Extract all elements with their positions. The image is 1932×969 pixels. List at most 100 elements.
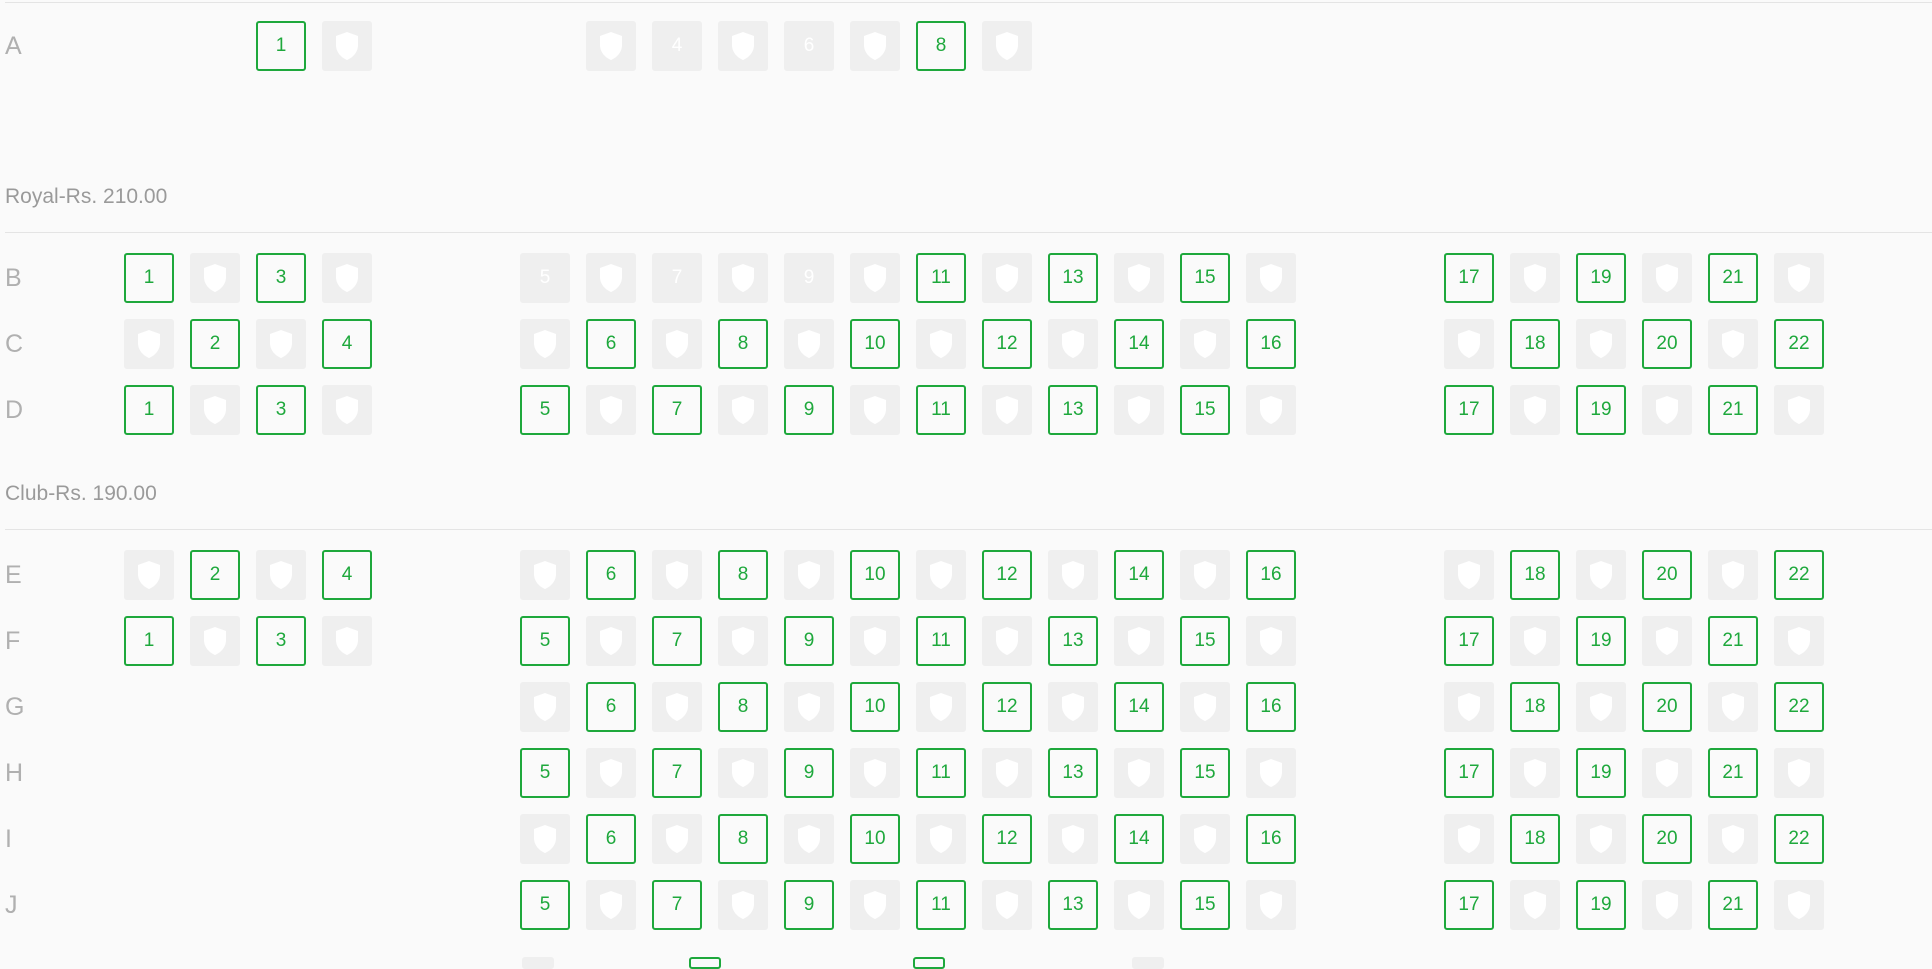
seat-available[interactable]: 21 <box>1708 616 1758 666</box>
seat-available[interactable]: 5 <box>520 616 570 666</box>
seat-available[interactable]: 16 <box>1246 682 1296 732</box>
seat-available[interactable]: 8 <box>718 319 768 369</box>
seat-available[interactable]: 16 <box>1246 814 1296 864</box>
seat-available[interactable]: 6 <box>586 814 636 864</box>
seat-available[interactable]: 18 <box>1510 319 1560 369</box>
seat-available[interactable]: 22 <box>1774 319 1824 369</box>
seat-available[interactable]: 13 <box>1048 748 1098 798</box>
seat-available[interactable]: 3 <box>256 385 306 435</box>
seat-available[interactable]: 14 <box>1114 814 1164 864</box>
seat-available[interactable]: 13 <box>1048 253 1098 303</box>
seat-available[interactable]: 10 <box>850 814 900 864</box>
seat-available[interactable]: 20 <box>1642 814 1692 864</box>
seat-available[interactable]: 10 <box>850 319 900 369</box>
seat-available[interactable]: 12 <box>982 550 1032 600</box>
seat-available[interactable]: 16 <box>1246 550 1296 600</box>
seat-available[interactable]: 11 <box>916 253 966 303</box>
seat-available[interactable]: 11 <box>916 748 966 798</box>
seat-blocked <box>1510 385 1560 435</box>
seat-available[interactable]: 21 <box>1708 253 1758 303</box>
seat-available[interactable]: 20 <box>1642 319 1692 369</box>
shield-icon <box>334 395 360 425</box>
shield-icon <box>862 758 888 788</box>
seat-available[interactable]: 9 <box>784 880 834 930</box>
seat-available[interactable]: 12 <box>982 814 1032 864</box>
seat-available[interactable]: 9 <box>784 748 834 798</box>
seat-available[interactable]: 7 <box>652 880 702 930</box>
seat-available[interactable]: 7 <box>652 385 702 435</box>
seat-available[interactable]: 15 <box>1180 385 1230 435</box>
seat-available[interactable]: 5 <box>520 880 570 930</box>
seat-available[interactable]: 17 <box>1444 385 1494 435</box>
seat-available[interactable]: 8 <box>718 550 768 600</box>
seat-available[interactable]: 6 <box>586 550 636 600</box>
seat-available[interactable]: 22 <box>1774 682 1824 732</box>
shield-icon <box>1522 395 1548 425</box>
seat-available[interactable]: 19 <box>1576 385 1626 435</box>
seat-available[interactable]: 22 <box>1774 814 1824 864</box>
seat-available[interactable]: 17 <box>1444 880 1494 930</box>
seat-available[interactable]: 15 <box>1180 616 1230 666</box>
seat-available[interactable]: 1 <box>256 21 306 71</box>
seat-available[interactable]: 7 <box>652 748 702 798</box>
seat-available[interactable]: 6 <box>586 682 636 732</box>
seat-available[interactable]: 14 <box>1114 682 1164 732</box>
seat-available[interactable]: 13 <box>1048 880 1098 930</box>
seat-available[interactable]: 7 <box>652 616 702 666</box>
seat-blocked <box>1576 550 1626 600</box>
seat-blocked <box>520 682 570 732</box>
seat-available[interactable]: 8 <box>718 682 768 732</box>
seat-blocked <box>982 253 1032 303</box>
seat-available[interactable]: 2 <box>190 319 240 369</box>
seat-available[interactable]: 10 <box>850 550 900 600</box>
seat-blocked <box>916 319 966 369</box>
seat-available[interactable]: 20 <box>1642 550 1692 600</box>
seat-available[interactable]: 18 <box>1510 814 1560 864</box>
seat-available[interactable]: 3 <box>256 616 306 666</box>
seat-available[interactable]: 15 <box>1180 253 1230 303</box>
seat-available[interactable]: 17 <box>1444 748 1494 798</box>
seat-available[interactable]: 18 <box>1510 682 1560 732</box>
seat-available[interactable]: 9 <box>784 616 834 666</box>
seat-available[interactable]: 21 <box>1708 385 1758 435</box>
seat-available[interactable]: 12 <box>982 682 1032 732</box>
seat-available[interactable]: 21 <box>1708 880 1758 930</box>
seat-available[interactable]: 4 <box>322 319 372 369</box>
seat-available[interactable]: 18 <box>1510 550 1560 600</box>
seat-available[interactable]: 11 <box>916 880 966 930</box>
seat-available[interactable]: 8 <box>718 814 768 864</box>
seat-available[interactable]: 14 <box>1114 319 1164 369</box>
section-title: Club-Rs. 190.00 <box>5 482 157 505</box>
seat-available[interactable]: 4 <box>322 550 372 600</box>
seat-available[interactable]: 21 <box>1708 748 1758 798</box>
seat-available[interactable]: 11 <box>916 616 966 666</box>
seat-available[interactable]: 10 <box>850 682 900 732</box>
seat-available[interactable]: 19 <box>1576 748 1626 798</box>
seat-available[interactable]: 1 <box>124 616 174 666</box>
seat-available[interactable]: 17 <box>1444 253 1494 303</box>
seat-available[interactable]: 19 <box>1576 616 1626 666</box>
seat-available[interactable]: 1 <box>124 253 174 303</box>
seat-available[interactable]: 13 <box>1048 616 1098 666</box>
seat-available[interactable]: 14 <box>1114 550 1164 600</box>
shield-icon <box>1522 626 1548 656</box>
seat-available[interactable]: 8 <box>916 21 966 71</box>
seat-available[interactable]: 19 <box>1576 880 1626 930</box>
seat-available[interactable]: 17 <box>1444 616 1494 666</box>
seat-available[interactable]: 2 <box>190 550 240 600</box>
seat-available[interactable]: 19 <box>1576 253 1626 303</box>
seat-available[interactable]: 16 <box>1246 319 1296 369</box>
seat-available[interactable]: 3 <box>256 253 306 303</box>
seat-available[interactable]: 12 <box>982 319 1032 369</box>
seat-available[interactable]: 1 <box>124 385 174 435</box>
seat-available[interactable]: 11 <box>916 385 966 435</box>
seat-available[interactable]: 5 <box>520 385 570 435</box>
seat-available[interactable]: 9 <box>784 385 834 435</box>
seat-available[interactable]: 15 <box>1180 880 1230 930</box>
seat-available[interactable]: 6 <box>586 319 636 369</box>
seat-available[interactable]: 5 <box>520 748 570 798</box>
seat-available[interactable]: 22 <box>1774 550 1824 600</box>
seat-available[interactable]: 20 <box>1642 682 1692 732</box>
seat-available[interactable]: 13 <box>1048 385 1098 435</box>
seat-available[interactable]: 15 <box>1180 748 1230 798</box>
